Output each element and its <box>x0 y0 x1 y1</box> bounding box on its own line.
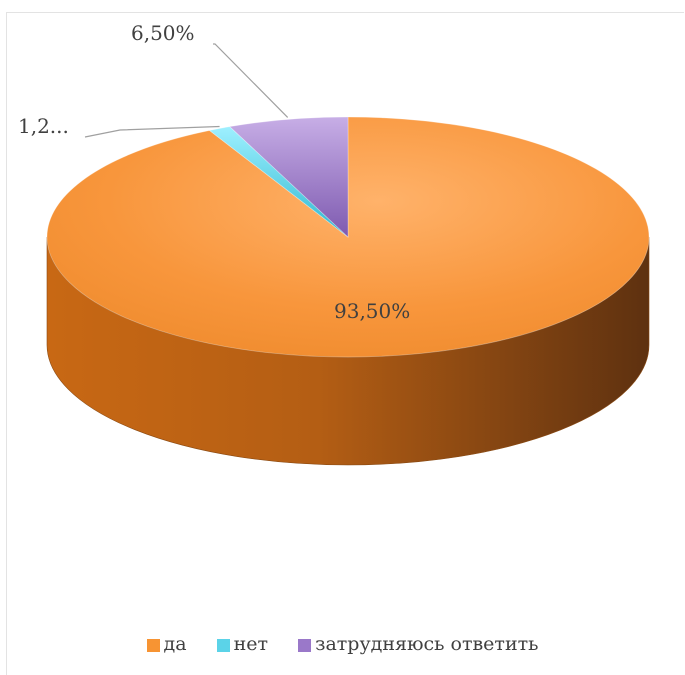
legend-label-zatrudnyayus: затрудняюсь ответить <box>315 633 539 655</box>
data-labels: 93,50% 1,2... 6,50% <box>18 21 410 323</box>
legend-swatch-da <box>146 638 160 652</box>
pie-top <box>46 116 650 358</box>
data-label-da: 93,50% <box>334 299 410 323</box>
legend-item-zatrudnyayus: затрудняюсь ответить <box>298 633 538 655</box>
legend-label-da: да <box>163 633 187 655</box>
legend: да нет затрудняюсь ответить <box>0 632 685 655</box>
slice-da <box>46 116 650 358</box>
leader-line-slice-zatrudnyayus <box>213 43 289 118</box>
legend-label-net: нет <box>233 633 269 655</box>
legend-swatch-net <box>216 638 230 652</box>
legend-swatch-zatrudnyayus <box>298 638 312 652</box>
legend-item-net: нет <box>216 633 269 655</box>
leader-lines <box>84 43 289 138</box>
leader-line-slice-net <box>84 125 220 138</box>
legend-item-da: да <box>146 633 187 655</box>
data-label-zatrudnyayus: 6,50% <box>131 21 195 45</box>
chart-area <box>6 12 684 675</box>
data-label-net: 1,2... <box>18 114 69 138</box>
slice-zatrudnyayus <box>228 116 349 238</box>
slice-net <box>208 126 349 238</box>
